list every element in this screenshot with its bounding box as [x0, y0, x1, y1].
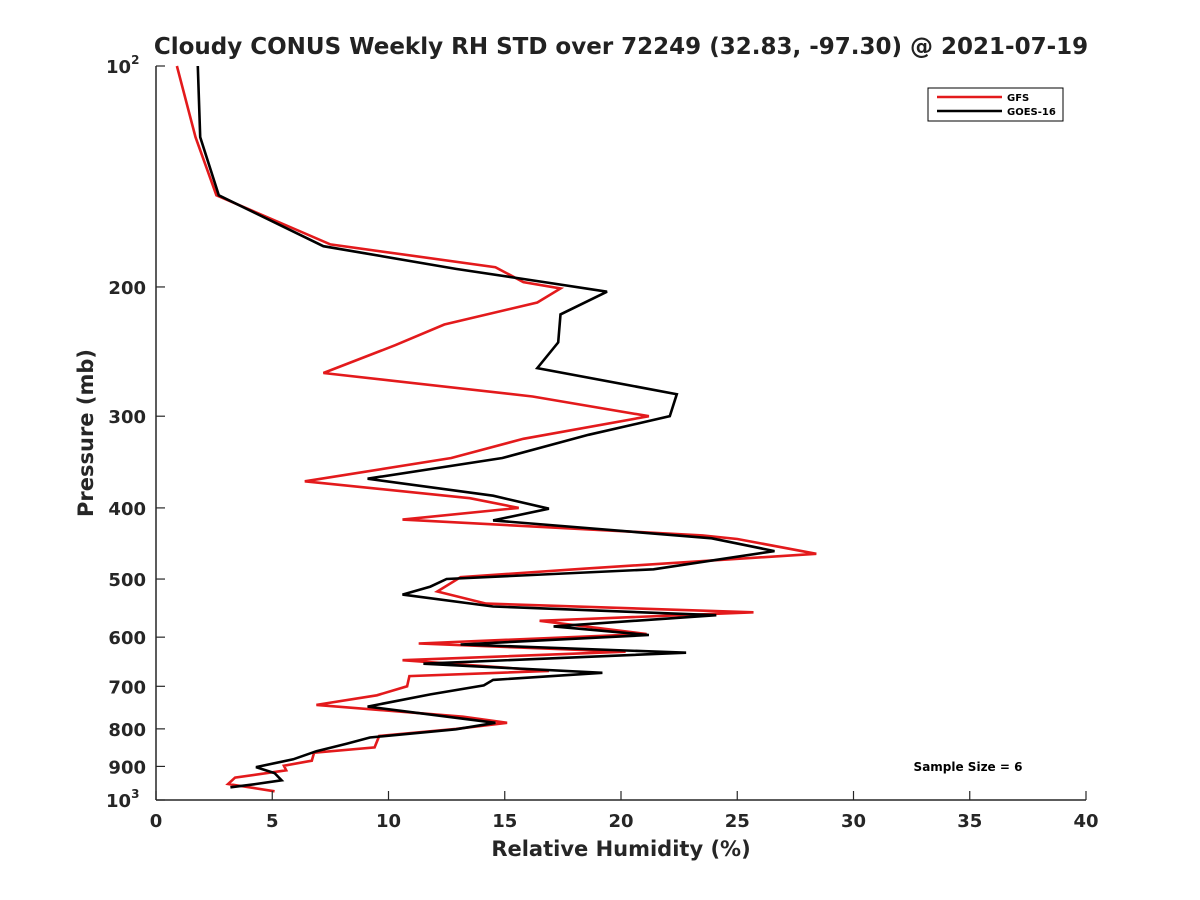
- x-tick-label: 35: [957, 811, 982, 832]
- y-tick-label: 300: [108, 407, 146, 428]
- y-tick-label: 900: [108, 757, 146, 778]
- legend-entries: GFS GOES-16: [937, 93, 1056, 118]
- x-tick-label: 40: [1073, 811, 1098, 832]
- x-axis-label: Relative Humidity (%): [491, 837, 750, 861]
- y-axis-label: Pressure (mb): [74, 349, 98, 517]
- series-layer: [175, 65, 817, 793]
- legend-label: GFS: [1007, 93, 1029, 104]
- legend: GFS GOES-16: [927, 87, 1064, 122]
- x-tick-label: 10: [376, 811, 401, 832]
- y-tick-exponent: 3: [131, 787, 139, 801]
- y-tick-label: 200: [108, 278, 146, 299]
- legend-box: [927, 87, 1064, 122]
- y-tick-label: 600: [108, 628, 146, 649]
- chart-title: Cloudy CONUS Weekly RH STD over 72249 (3…: [154, 34, 1088, 60]
- x-tick-label: 0: [150, 811, 163, 832]
- y-tick-label: 500: [108, 570, 146, 591]
- y-tick-label: 103: [106, 787, 139, 812]
- y-tick-label: 400: [108, 499, 146, 520]
- legend-label: GOES-16: [1007, 107, 1056, 118]
- y-tick-base: 10: [106, 57, 131, 78]
- plot-area: [156, 66, 1086, 800]
- y-tick-label: 700: [108, 677, 146, 698]
- y-tick-base: 10: [106, 791, 131, 812]
- x-tick-label: 30: [841, 811, 866, 832]
- x-tick-label: 25: [725, 811, 750, 832]
- sample-size-annotation: Sample Size = 6: [914, 760, 1023, 774]
- x-tick-label: 20: [608, 811, 633, 832]
- y-tick-label: 800: [108, 720, 146, 741]
- x-axis-ticks: 0 5 10 15 20 25 30 35 40: [150, 791, 1099, 832]
- y-tick-label: 102: [106, 53, 139, 78]
- y-tick-exponent: 2: [131, 53, 139, 67]
- x-tick-label: 5: [266, 811, 279, 832]
- x-tick-label: 15: [492, 811, 517, 832]
